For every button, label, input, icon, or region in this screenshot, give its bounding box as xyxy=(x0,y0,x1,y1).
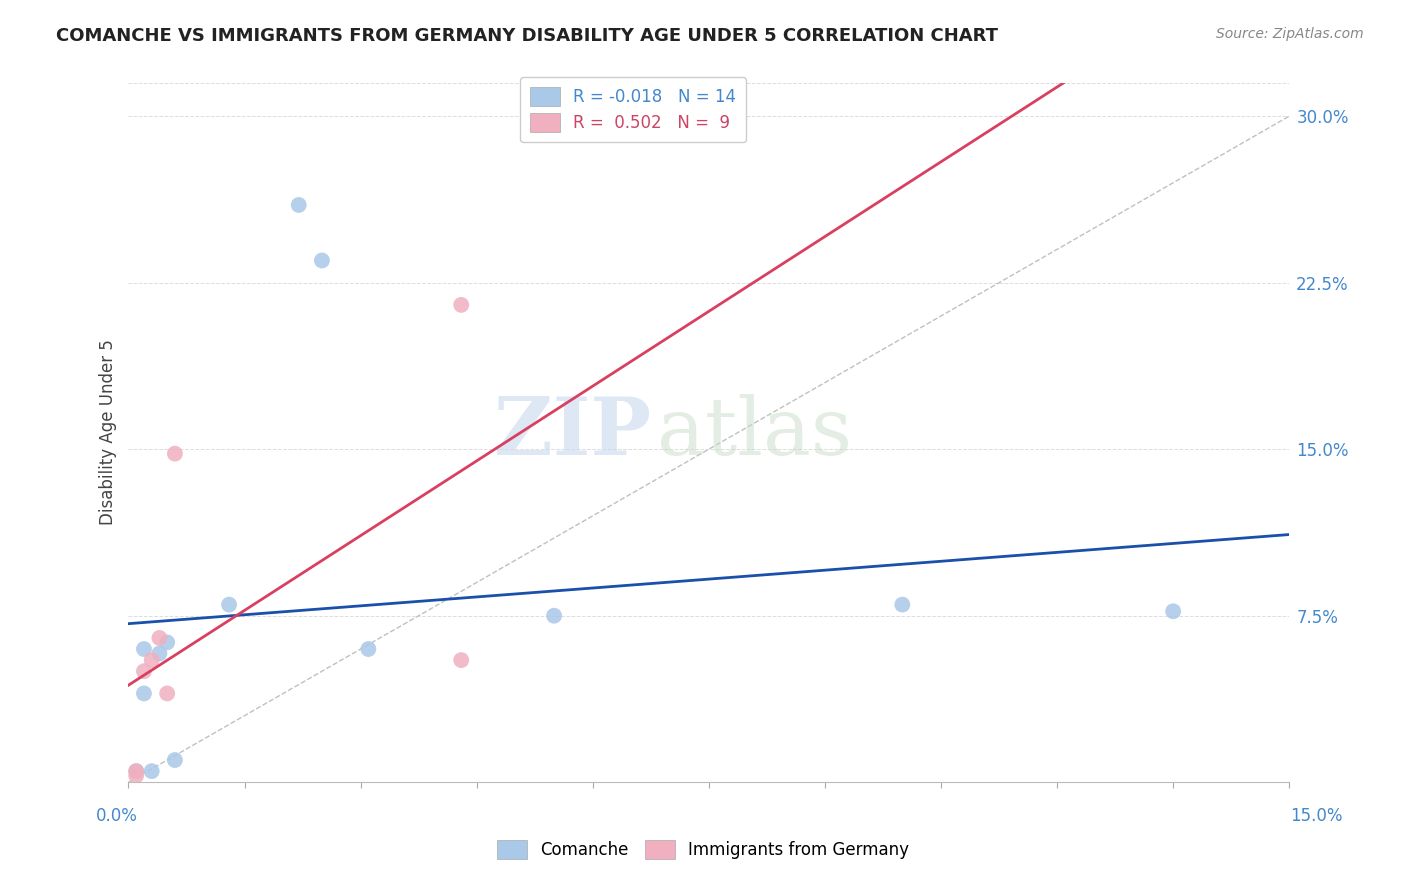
Point xyxy=(1161,604,1184,618)
Point xyxy=(125,768,148,782)
Point xyxy=(450,298,472,312)
Point xyxy=(132,686,155,700)
Point xyxy=(132,664,155,678)
Point xyxy=(156,686,179,700)
Text: ZIP: ZIP xyxy=(494,393,651,472)
Y-axis label: Disability Age Under 5: Disability Age Under 5 xyxy=(100,340,117,525)
Text: COMANCHE VS IMMIGRANTS FROM GERMANY DISABILITY AGE UNDER 5 CORRELATION CHART: COMANCHE VS IMMIGRANTS FROM GERMANY DISA… xyxy=(56,27,998,45)
Legend: R = -0.018   N = 14, R =  0.502   N =  9: R = -0.018 N = 14, R = 0.502 N = 9 xyxy=(520,78,747,143)
Point xyxy=(287,198,309,212)
Point xyxy=(163,447,186,461)
Text: Source: ZipAtlas.com: Source: ZipAtlas.com xyxy=(1216,27,1364,41)
Text: 0.0%: 0.0% xyxy=(96,807,138,825)
Point xyxy=(132,642,155,657)
Point xyxy=(148,631,170,645)
Point xyxy=(148,647,170,661)
Point xyxy=(125,764,148,779)
Text: 15.0%: 15.0% xyxy=(1291,807,1343,825)
Point xyxy=(311,253,333,268)
Point xyxy=(357,642,380,657)
Point xyxy=(156,635,179,649)
Point xyxy=(141,764,163,779)
Point xyxy=(450,653,472,667)
Point xyxy=(141,653,163,667)
Point xyxy=(218,598,240,612)
Text: atlas: atlas xyxy=(657,393,852,472)
Point xyxy=(125,764,148,779)
Legend: Comanche, Immigrants from Germany: Comanche, Immigrants from Germany xyxy=(489,833,917,866)
Point xyxy=(163,753,186,767)
Point xyxy=(891,598,914,612)
Point xyxy=(543,608,565,623)
